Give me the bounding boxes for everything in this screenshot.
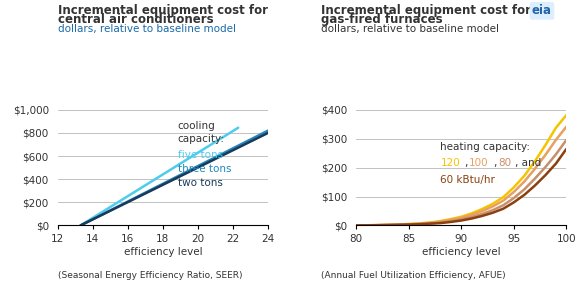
Text: dollars, relative to baseline model: dollars, relative to baseline model xyxy=(321,24,499,34)
Text: (Annual Fuel Utilization Efficiency, AFUE): (Annual Fuel Utilization Efficiency, AFU… xyxy=(321,271,505,280)
Text: gas-fired furnaces: gas-fired furnaces xyxy=(321,13,442,26)
Text: eia: eia xyxy=(532,4,552,17)
Text: two tons: two tons xyxy=(177,178,223,188)
X-axis label: efficiency level: efficiency level xyxy=(422,247,501,257)
Text: heating capacity:: heating capacity: xyxy=(440,142,531,152)
Text: cooling
capacity:: cooling capacity: xyxy=(177,121,225,144)
X-axis label: efficiency level: efficiency level xyxy=(124,247,202,257)
Text: 80: 80 xyxy=(498,158,512,168)
Text: 60 kBtu/hr: 60 kBtu/hr xyxy=(440,175,495,185)
Text: (Seasonal Energy Efficiency Ratio, SEER): (Seasonal Energy Efficiency Ratio, SEER) xyxy=(58,271,242,280)
Text: ,: , xyxy=(494,158,501,168)
Text: central air conditioners: central air conditioners xyxy=(58,13,213,26)
Text: three tons: three tons xyxy=(177,164,231,174)
Text: 120: 120 xyxy=(440,158,460,168)
Text: 100: 100 xyxy=(469,158,488,168)
Text: Incremental equipment cost for: Incremental equipment cost for xyxy=(58,4,268,17)
Text: Incremental equipment cost for: Incremental equipment cost for xyxy=(321,4,531,17)
Text: , and: , and xyxy=(515,158,541,168)
Text: five tons: five tons xyxy=(177,150,223,160)
Text: dollars, relative to baseline model: dollars, relative to baseline model xyxy=(58,24,236,34)
Text: ,: , xyxy=(465,158,471,168)
